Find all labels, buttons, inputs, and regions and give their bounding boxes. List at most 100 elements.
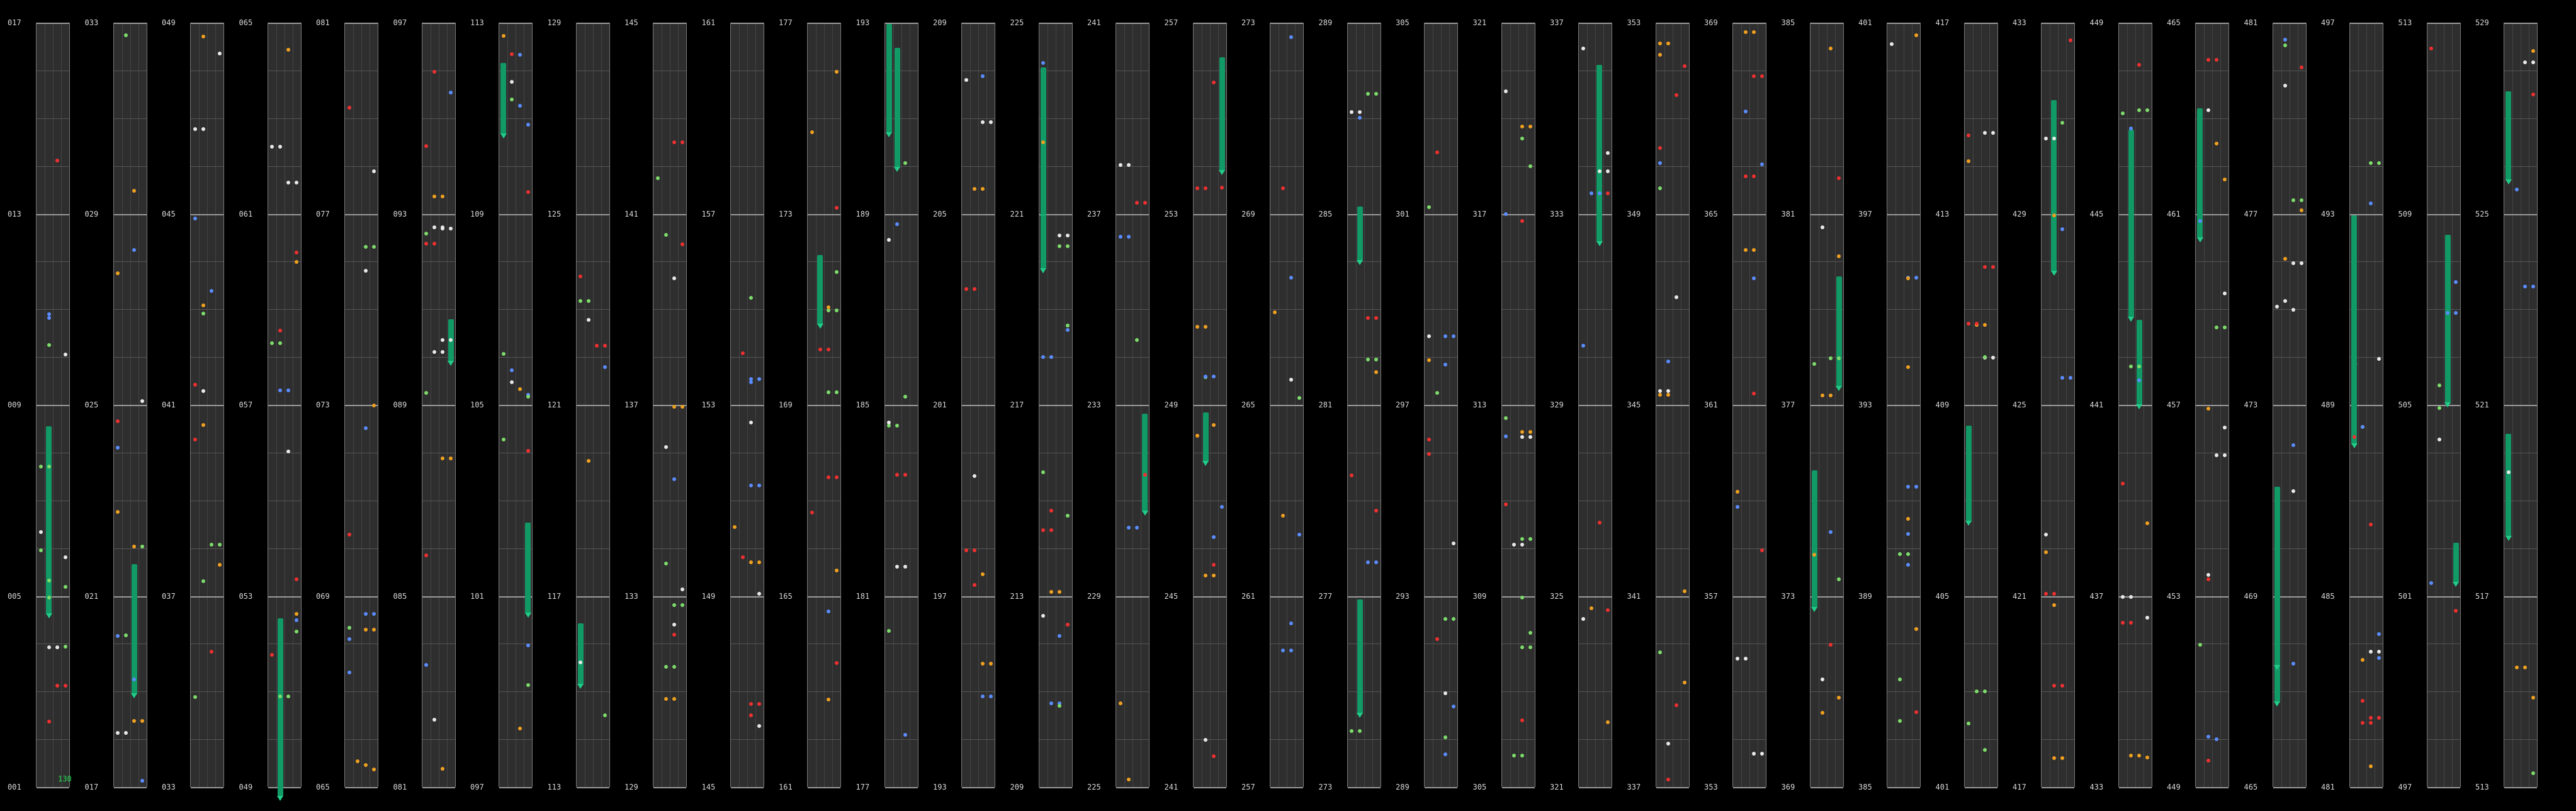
tap-note <box>193 216 197 220</box>
beat-line <box>1501 166 1535 167</box>
tap-note <box>2129 126 2133 130</box>
hold-tail-icon <box>524 612 531 618</box>
hold-tail-icon <box>1202 461 1209 467</box>
beat-line <box>2118 118 2152 119</box>
measure-line <box>962 23 995 24</box>
measure-number: 033 <box>162 783 176 791</box>
tap-note <box>132 677 136 681</box>
tap-note <box>424 231 428 235</box>
measure-line <box>345 596 378 598</box>
measure-number: 321 <box>1550 783 1564 791</box>
beat-line <box>2042 548 2074 549</box>
beat-line <box>2196 166 2229 167</box>
tap-note <box>2522 666 2527 670</box>
measure-number: 081 <box>393 783 407 791</box>
measure-line <box>2273 213 2306 215</box>
beat-line <box>1733 309 1766 310</box>
measure-line <box>1116 213 1149 215</box>
beat-line <box>1425 309 1457 310</box>
tap-note <box>1066 623 1070 627</box>
tap-note <box>1512 543 1516 547</box>
tap-note <box>1520 645 1524 650</box>
beat-line <box>2350 166 2383 167</box>
tap-note <box>895 473 899 477</box>
beat-line <box>1579 118 1612 119</box>
tap-note <box>509 98 514 102</box>
beat-line <box>576 739 609 740</box>
beat-line <box>2350 261 2383 263</box>
measure-line <box>1425 405 1457 406</box>
measure-number: 085 <box>393 591 407 601</box>
beat-line <box>268 261 301 263</box>
beat-line <box>2273 691 2306 693</box>
tap-note <box>2531 695 2535 700</box>
tap-note <box>1837 695 1841 700</box>
tap-note <box>1751 247 1756 252</box>
tap-note <box>1760 74 1764 79</box>
measure-number: 093 <box>393 209 407 218</box>
tap-note <box>1760 548 1764 552</box>
tap-note <box>2137 108 2141 113</box>
tap-note <box>1983 130 1987 135</box>
measure-line <box>1733 213 1766 215</box>
measure-line <box>1193 596 1226 598</box>
tap-note <box>1512 754 1516 758</box>
measure-number: 477 <box>2244 209 2258 218</box>
tap-note <box>664 445 668 449</box>
tap-note <box>201 388 205 393</box>
measure-number: 037 <box>162 591 176 601</box>
tap-note <box>680 140 684 145</box>
tap-note <box>2137 378 2141 382</box>
measure-number: 417 <box>1935 18 1950 27</box>
tap-note <box>2360 698 2364 703</box>
tap-note <box>1821 225 1824 229</box>
tap-note <box>1975 322 1979 326</box>
measure-line <box>2273 787 2306 788</box>
tap-note <box>47 343 51 347</box>
tap-note <box>810 510 814 514</box>
measure-line <box>2196 405 2229 406</box>
measure-number: 505 <box>2398 400 2412 409</box>
measure-line <box>268 596 301 598</box>
beat-line <box>1347 118 1381 119</box>
tap-note <box>988 120 993 125</box>
tap-note <box>749 483 753 487</box>
beat-line <box>1425 691 1457 693</box>
tap-note <box>2206 577 2210 582</box>
hold-note <box>2453 542 2459 583</box>
beat-line <box>1733 548 1766 549</box>
tap-note <box>63 353 67 357</box>
measure-line <box>1039 23 1072 24</box>
measure-line <box>2042 23 2074 24</box>
tap-note <box>1297 396 1301 400</box>
tap-note <box>2043 550 2048 554</box>
beat-line <box>1116 691 1149 693</box>
tap-note <box>116 445 120 450</box>
tap-note <box>501 437 506 441</box>
tap-note <box>1751 174 1756 179</box>
measure-number: 337 <box>1627 783 1641 791</box>
tap-note <box>1204 186 1207 191</box>
measure-line <box>2273 405 2306 406</box>
measure-line <box>884 213 918 215</box>
tap-note <box>526 448 530 453</box>
measure-line <box>1887 787 1920 788</box>
beat-line <box>345 548 378 549</box>
measure-line <box>1425 213 1457 215</box>
tap-note <box>347 532 351 536</box>
beat-line <box>1810 261 1843 263</box>
tap-note <box>1195 186 1199 191</box>
tap-note <box>757 377 761 381</box>
lane-border-left <box>36 23 37 787</box>
beat-line <box>1810 548 1843 549</box>
beat-line <box>962 357 995 358</box>
hold-tail-icon <box>1357 712 1363 718</box>
measure-line <box>962 405 995 406</box>
tap-note <box>1134 525 1139 530</box>
measure-line <box>37 596 69 598</box>
beat-line <box>113 357 147 358</box>
measure-line <box>113 213 147 215</box>
tap-note <box>1374 358 1378 362</box>
tap-note <box>680 242 684 247</box>
beat-line <box>2273 739 2306 740</box>
